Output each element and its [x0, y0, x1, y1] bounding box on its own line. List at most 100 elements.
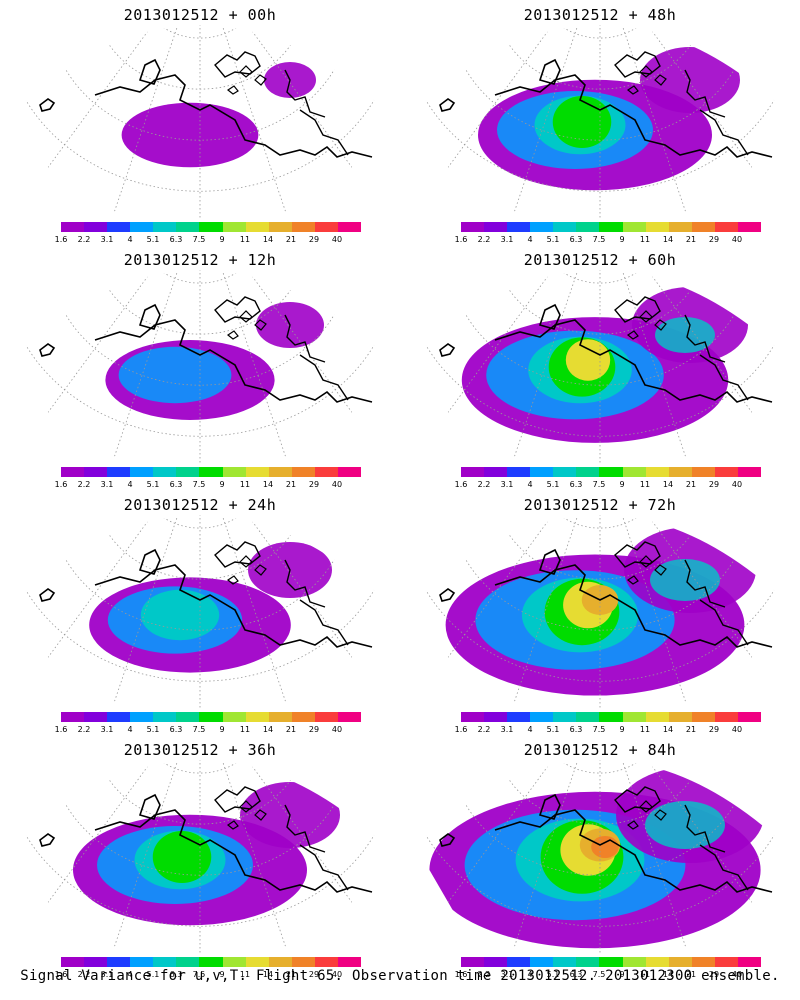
colorbar-tick-label: 3.1	[100, 235, 114, 244]
colorbar-swatch	[199, 222, 223, 232]
colorbar-tick-label: 11	[639, 970, 651, 979]
colorbar-tick-label: 5.1	[546, 235, 560, 244]
colorbar-tick-label: 21	[685, 480, 697, 489]
colorbar-tick-label: 4	[527, 970, 533, 979]
colorbar-swatch	[599, 712, 623, 722]
variance-map	[15, 760, 385, 970]
colorbar-ticks: 1.6 2.2 3.1 4 5.1 6.3 7.5 9 11 14 21 29 40	[55, 480, 361, 490]
colorbar-tick-label: 1.6	[54, 480, 68, 489]
colorbar-swatch	[337, 467, 362, 477]
colorbar-swatch	[691, 467, 715, 477]
colorbar-swatch	[576, 222, 600, 232]
colorbar-swatch	[484, 957, 508, 967]
variance-map	[415, 270, 785, 480]
colorbar-swatch	[599, 222, 623, 232]
colorbar-tick-label: 1.6	[454, 970, 468, 979]
colorbar-tick-label: 9	[619, 235, 625, 244]
colorbar-tick-label: 9	[219, 725, 225, 734]
colorbar-tick-label: 9	[219, 480, 225, 489]
colorbar-tick-label: 9	[219, 235, 225, 244]
colorbar-swatch	[130, 712, 154, 722]
colorbar-tick-label: 6.3	[169, 725, 183, 734]
colorbar-swatch	[461, 222, 485, 232]
colorbar-tick-label: 4	[127, 480, 133, 489]
colorbar-tick-label: 21	[685, 725, 697, 734]
colorbar-tick-label: 29	[308, 970, 320, 979]
colorbar-swatch	[199, 467, 223, 477]
colorbar-tick-label: 1.6	[454, 235, 468, 244]
colorbar-tick-label: 29	[708, 235, 720, 244]
panel-title: 2013012512 + 72h	[523, 496, 677, 514]
colorbar-swatch	[737, 957, 762, 967]
forecast-panel: 2013012512 + 48h 1.6 2.2 3.1 4 5.1 6.3 7.5 9 11 14…	[400, 0, 800, 245]
colorbar-swatch	[622, 712, 646, 722]
panel-title: 2013012512 + 36h	[123, 741, 277, 759]
colorbar-tick-label: 14	[662, 725, 674, 734]
colorbar-swatch	[153, 957, 177, 967]
colorbar-swatch	[245, 467, 269, 477]
colorbar-tick-label: 4	[127, 970, 133, 979]
colorbar-swatch	[268, 957, 292, 967]
panel-title: 2013012512 + 84h	[523, 741, 677, 759]
colorbar-swatch	[176, 712, 200, 722]
colorbar-ticks: 1.6 2.2 3.1 4 5.1 6.3 7.5 9 11 14 21 29 40	[55, 235, 361, 245]
colorbar-swatch	[176, 222, 200, 232]
variance-map	[415, 515, 785, 725]
colorbar-tick-label: 4	[527, 235, 533, 244]
colorbar-tick-label: 11	[639, 480, 651, 489]
colorbar-tick-label: 2.2	[477, 235, 491, 244]
variance-map	[415, 25, 785, 235]
colorbar-tick-label: 14	[262, 725, 274, 734]
colorbar-tick-label: 4	[127, 235, 133, 244]
colorbar-tick-label: 2.2	[77, 235, 91, 244]
colorbar-swatch	[314, 957, 338, 967]
variance-map	[15, 270, 385, 480]
colorbar-tick-label: 21	[285, 480, 297, 489]
colorbar-tick-label: 5.1	[146, 970, 160, 979]
colorbar-swatch	[553, 957, 577, 967]
colorbar-ticks: 1.6 2.2 3.1 4 5.1 6.3 7.5 9 11 14 21 29 40	[455, 970, 761, 980]
colorbar-tick-label: 7.5	[192, 480, 206, 489]
colorbar-tick-label: 40	[731, 725, 743, 734]
colorbar-tick-label: 3.1	[500, 480, 514, 489]
colorbar-swatch	[337, 712, 362, 722]
colorbar-tick-label: 6.3	[569, 725, 583, 734]
colorbar-tick-label: 2.2	[77, 725, 91, 734]
colorbar-swatch	[691, 957, 715, 967]
forecast-panel: 2013012512 + 12h 1.6 2.2 3.1 4 5.1 6.3 7.5 9 11 14…	[0, 245, 400, 490]
colorbar-swatch	[222, 957, 246, 967]
colorbar-tick-label: 40	[331, 725, 343, 734]
colorbar-swatch	[130, 222, 154, 232]
colorbar-swatch	[291, 957, 315, 967]
colorbar-swatch	[84, 467, 108, 477]
colorbar	[61, 222, 362, 232]
figure-caption: Signal Variance for u,v,T. Flight 65. Ob…	[20, 968, 780, 984]
colorbar-swatch	[691, 712, 715, 722]
colorbar-swatch	[530, 957, 554, 967]
colorbar-swatch	[268, 712, 292, 722]
colorbar-tick-label: 5.1	[546, 970, 560, 979]
colorbar-tick-label: 14	[662, 970, 674, 979]
colorbar-ticks: 1.6 2.2 3.1 4 5.1 6.3 7.5 9 11 14 21 29 40	[55, 970, 361, 980]
colorbar-swatch	[530, 467, 554, 477]
colorbar-swatch	[645, 957, 669, 967]
colorbar	[461, 957, 762, 967]
panel-title: 2013012512 + 60h	[523, 251, 677, 269]
colorbar-tick-label: 21	[285, 970, 297, 979]
colorbar-tick-label: 7.5	[592, 970, 606, 979]
colorbar	[61, 957, 362, 967]
colorbar-tick-label: 2.2	[77, 480, 91, 489]
colorbar-tick-label: 6.3	[569, 970, 583, 979]
colorbar-swatch	[530, 712, 554, 722]
colorbar-tick-label: 4	[527, 480, 533, 489]
colorbar-swatch	[599, 467, 623, 477]
colorbar-tick-label: 40	[731, 970, 743, 979]
colorbar-tick-label: 1.6	[54, 235, 68, 244]
colorbar-swatch	[507, 467, 531, 477]
colorbar-tick-label: 2.2	[477, 480, 491, 489]
colorbar-swatch	[130, 467, 154, 477]
panel-title: 2013012512 + 12h	[123, 251, 277, 269]
colorbar-tick-label: 7.5	[592, 725, 606, 734]
colorbar-tick-label: 21	[285, 235, 297, 244]
colorbar	[461, 712, 762, 722]
